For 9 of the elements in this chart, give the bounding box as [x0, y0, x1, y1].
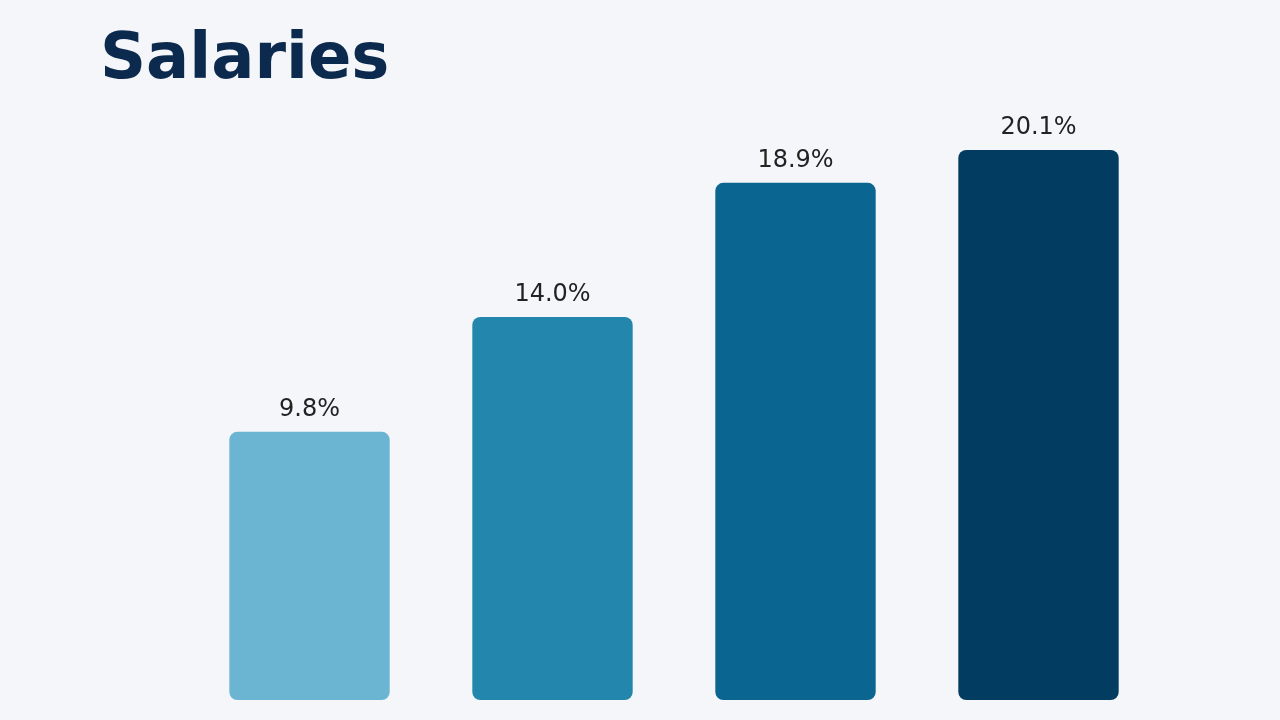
bar [229, 431, 390, 700]
data-label: 18.9% [757, 144, 834, 173]
bar [958, 150, 1119, 700]
data-label: 9.8% [279, 393, 340, 422]
bar [715, 182, 876, 700]
data-label: 20.1% [1000, 112, 1077, 140]
bar [472, 316, 633, 700]
data-label: 14.0% [514, 278, 591, 307]
chart-title: Salaries [100, 19, 390, 93]
